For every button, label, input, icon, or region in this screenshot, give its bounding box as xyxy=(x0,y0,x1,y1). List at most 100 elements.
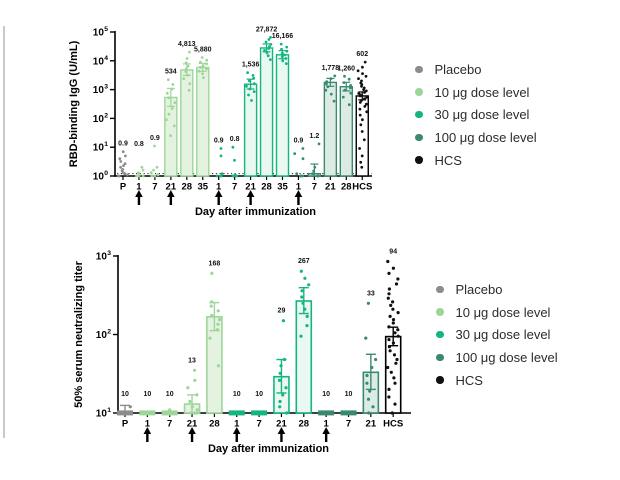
scatter-point xyxy=(118,411,122,415)
scatter-point xyxy=(173,101,177,105)
scatter-point xyxy=(218,174,222,178)
scatter-point xyxy=(233,158,236,162)
scatter-point xyxy=(361,65,364,69)
x-axis-title: Day after immunization xyxy=(195,206,316,218)
dose-10ug-dot-icon xyxy=(436,308,444,316)
scatter-point xyxy=(284,62,288,65)
scatter-point xyxy=(164,118,168,122)
scatter-point xyxy=(171,83,175,86)
scatter-point xyxy=(395,357,399,362)
scatter-point xyxy=(362,138,366,142)
bar xyxy=(180,69,194,177)
bar-value-label: 534 xyxy=(165,69,177,76)
scatter-point xyxy=(188,82,192,86)
scatter-point xyxy=(122,164,125,168)
scatter-point xyxy=(366,397,371,401)
scatter-point xyxy=(396,277,400,281)
placebo-dot-icon xyxy=(436,285,444,294)
x-tick-label: HCS xyxy=(352,182,372,193)
scatter-point xyxy=(391,341,395,345)
x-tick-label: 1 xyxy=(216,182,222,193)
scatter-point xyxy=(313,165,317,169)
scatter-point xyxy=(199,65,203,69)
scatter-point xyxy=(300,289,304,293)
scatter-point xyxy=(391,300,395,304)
scatter-point xyxy=(284,57,288,60)
scatter-point xyxy=(195,408,199,412)
scatter-point xyxy=(247,93,250,97)
scatter-point xyxy=(358,107,362,111)
scatter-point xyxy=(360,154,364,158)
scatter-point xyxy=(262,411,266,415)
scatter-point xyxy=(386,365,390,370)
neutralizing-titer-chart: 101 102 103 P 1 7 21 28 1 7 21 28 1 7 21 HCS 50% serum n… xyxy=(73,249,411,455)
scatter-point xyxy=(209,304,213,308)
bar-value-label: 10 xyxy=(255,391,263,398)
scatter-point xyxy=(193,378,197,382)
scatter-point xyxy=(140,165,144,169)
scatter-point xyxy=(187,88,191,92)
scatter-point xyxy=(396,328,400,332)
scatter-point xyxy=(278,405,282,409)
legend-item: 10 μg dose level xyxy=(415,81,537,104)
legend-label: 100 μg dose level xyxy=(434,129,537,145)
scatter-point xyxy=(123,162,127,166)
x-axis-title: Day after immunization xyxy=(208,443,329,455)
x-tick-label: 7 xyxy=(256,419,261,430)
legend-label: Placebo xyxy=(455,281,503,297)
scatter-point xyxy=(192,368,197,372)
scatter-point xyxy=(167,96,171,100)
scatter-point xyxy=(165,91,169,95)
y-tick-label: 101 xyxy=(93,141,108,154)
scatter-point xyxy=(250,99,253,102)
scatter-point xyxy=(386,259,390,264)
scatter-point xyxy=(166,78,170,82)
scatter-point xyxy=(172,411,177,415)
x-tick-label: 1 xyxy=(296,182,302,193)
scatter-point xyxy=(280,55,284,58)
x-tick-label: 1 xyxy=(324,419,330,430)
scatter-point xyxy=(141,174,145,178)
scatter-point xyxy=(347,411,351,415)
scatter-point xyxy=(299,174,302,178)
scatter-point xyxy=(387,287,391,291)
legend-label: HCS xyxy=(455,372,483,388)
bar-value-label: 1.2 xyxy=(310,133,320,140)
bar xyxy=(196,66,210,177)
scatter-point xyxy=(389,303,393,307)
y-axis-title: RBD-binding IgG (U/mL) xyxy=(68,40,80,167)
scatter-point xyxy=(357,92,361,95)
scatter-point xyxy=(202,76,205,79)
bar-value-label: 0.8 xyxy=(134,141,144,148)
y-tick-label: 104 xyxy=(93,55,108,68)
y-tick-label: 103 xyxy=(96,250,111,263)
scatter-point xyxy=(264,40,268,44)
scatter-point xyxy=(285,45,289,49)
scatter-point xyxy=(168,408,172,412)
x-tick-label: 35 xyxy=(277,182,288,193)
scatter-point xyxy=(137,171,140,175)
scatter-point xyxy=(387,395,391,399)
injection-arrow-icon xyxy=(135,190,143,197)
scatter-point xyxy=(393,331,397,335)
scatter-point xyxy=(266,54,270,58)
scatter-point xyxy=(143,411,147,415)
scatter-point xyxy=(252,76,256,80)
bar-value-label: 1,536 xyxy=(242,62,260,69)
scatter-point xyxy=(361,118,364,122)
scatter-point xyxy=(170,107,174,110)
scatter-point xyxy=(324,88,328,92)
scatter-point xyxy=(281,59,285,63)
bar xyxy=(384,335,402,414)
scatter-point xyxy=(391,266,395,270)
scatter-point xyxy=(347,103,351,107)
scatter-point xyxy=(284,386,288,390)
scatter-point xyxy=(153,144,156,148)
legend-label: 30 μg dose level xyxy=(455,327,551,343)
bar xyxy=(339,86,353,177)
scatter-point xyxy=(138,173,141,177)
scatter-point xyxy=(358,113,362,117)
legend-item: 30 μg dose level xyxy=(415,103,537,126)
scatter-point xyxy=(361,72,364,75)
